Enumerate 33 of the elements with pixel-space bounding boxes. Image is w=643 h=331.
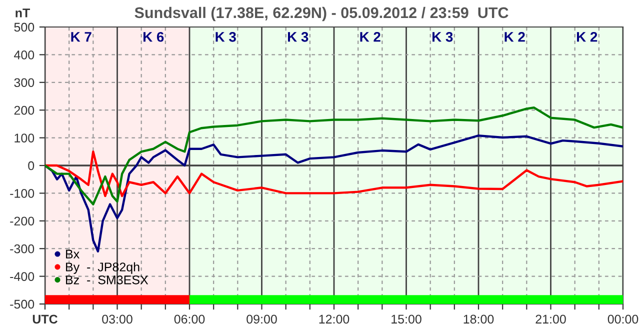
annotation: K 2 xyxy=(577,32,598,42)
x-tick-label: 03:00 xyxy=(102,314,132,324)
x-tick-label: 18:00 xyxy=(464,314,494,324)
chart-title: Sundsvall (17.38E, 62.29N) - 05.09.2012 / 23:59 UTC xyxy=(134,6,508,22)
annotation: K 3 xyxy=(432,32,453,42)
y-tick-label: 400 xyxy=(14,50,34,60)
annotation: K 3 xyxy=(216,32,236,42)
y-tick-label: 200 xyxy=(14,106,34,115)
annotation: K 2 xyxy=(504,32,525,42)
x-tick-label: UTC xyxy=(32,314,58,324)
x-tick-label: 09:00 xyxy=(246,314,277,324)
y-tick-label: -100 xyxy=(10,189,34,198)
y-tick-label: -200 xyxy=(10,216,34,226)
x-tick-label: 06:00 xyxy=(174,314,205,324)
y-tick-label: 100 xyxy=(14,134,34,142)
annotation: K 6 xyxy=(144,32,164,42)
x-tick-label: 15:00 xyxy=(392,314,422,324)
x-tick-label: 12:00 xyxy=(319,314,350,324)
y-tick-label: -300 xyxy=(10,244,34,254)
annotation: K 2 xyxy=(360,32,380,42)
legend-label: Bx xyxy=(66,250,80,258)
y-tick-label: 0 xyxy=(28,161,34,170)
x-tick-label: 00:00 xyxy=(608,314,638,324)
annotation: K 3 xyxy=(288,32,308,42)
y-tick-label: 300 xyxy=(14,78,34,88)
annotation: K 7 xyxy=(71,32,92,42)
y-tick-label: -500 xyxy=(10,300,34,309)
line-series xyxy=(45,106,623,206)
x-tick-label: 21:00 xyxy=(536,314,566,324)
y-tick-label: -400 xyxy=(10,272,34,281)
y-axis-title: nT xyxy=(16,8,30,18)
line-series xyxy=(45,150,623,198)
y-tick-label: 500 xyxy=(14,22,34,32)
